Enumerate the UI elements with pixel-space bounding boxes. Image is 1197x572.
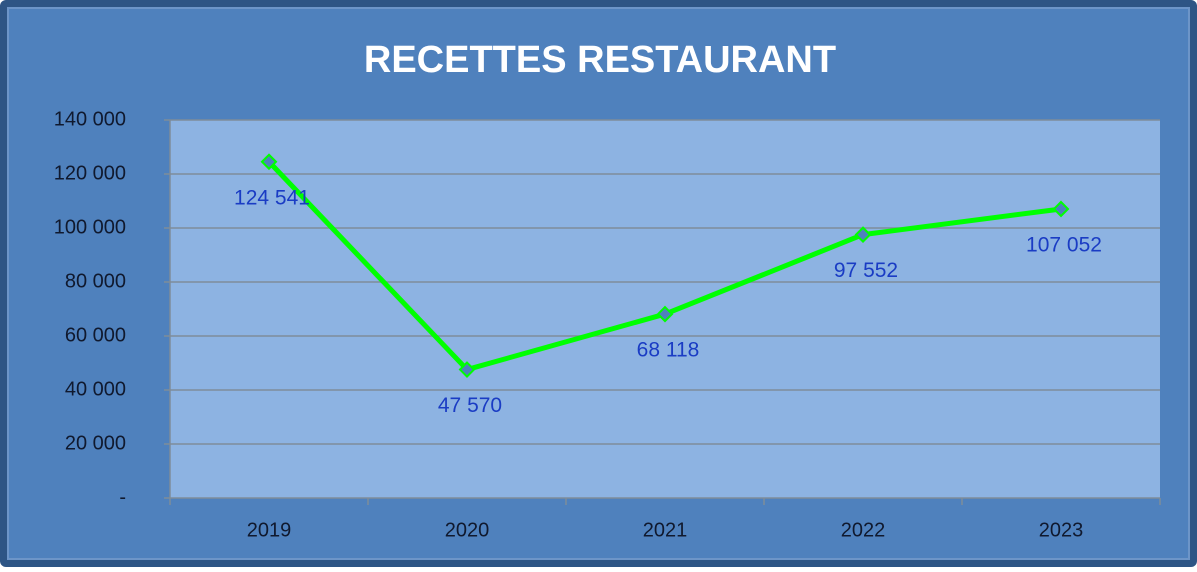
- data-point: [260, 153, 278, 171]
- x-tick-label: 2022: [841, 519, 886, 541]
- data-point: [854, 226, 872, 244]
- y-tick-label: 60 000: [65, 324, 126, 346]
- data-label: 68 118: [637, 339, 700, 362]
- chart-title: RECETTES RESTAURANT: [364, 39, 836, 81]
- y-tick-label: 140 000: [54, 108, 126, 130]
- data-point: [1052, 200, 1070, 218]
- data-point: [458, 361, 476, 378]
- x-tick-label: 2023: [1039, 519, 1084, 541]
- y-tick-label: 80 000: [65, 270, 126, 292]
- data-label: 97 552: [834, 259, 898, 282]
- data-point: [656, 305, 674, 323]
- x-tick-label: 2020: [445, 519, 490, 541]
- y-tick-label: 40 000: [65, 378, 126, 400]
- data-label: 47 570: [438, 394, 502, 417]
- x-tick-label: 2019: [247, 519, 292, 541]
- data-label: 124 541: [234, 186, 310, 209]
- x-tick-label: 2021: [643, 519, 688, 541]
- y-tick-label: -: [119, 486, 126, 508]
- y-tick-label: 100 000: [54, 216, 126, 238]
- y-tick-label: 120 000: [54, 162, 126, 184]
- data-label: 107 052: [1026, 234, 1102, 257]
- y-tick-label: 20 000: [65, 432, 126, 454]
